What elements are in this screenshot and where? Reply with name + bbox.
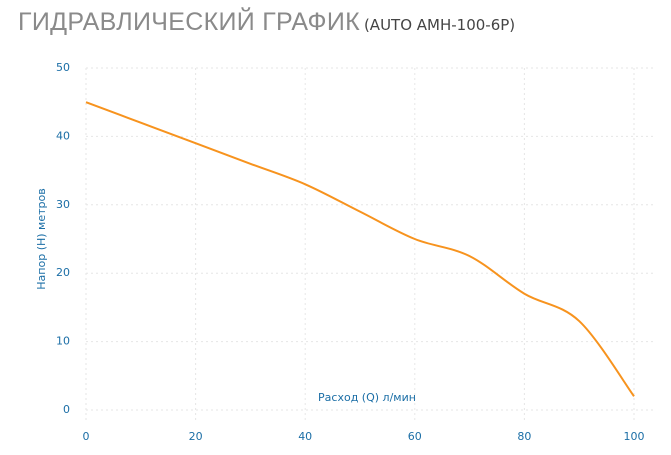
y-tick-label: 0 (63, 403, 70, 416)
y-tick-label: 10 (56, 335, 70, 348)
y-tick-label: 40 (56, 129, 70, 142)
line-series (85, 101, 635, 397)
y-tick-label: 30 (56, 198, 70, 211)
x-axis-label: Расход (Q) л/мин (318, 391, 416, 404)
x-tick-label: 60 (408, 430, 422, 443)
chart-title: ГИДРАВЛИЧЕСКИЙ ГРАФИК (18, 8, 360, 36)
x-tick-label: 80 (517, 430, 531, 443)
title-block: ГИДРАВЛИЧЕСКИЙ ГРАФИК (AUTO AMH-100-6P) (18, 8, 515, 37)
x-tick-label: 20 (189, 430, 203, 443)
y-tick-label: 50 (56, 61, 70, 74)
y-tick-label: 20 (56, 266, 70, 279)
x-tick-label: 100 (624, 430, 645, 443)
x-tick-label: 40 (298, 430, 312, 443)
chart-subtitle: (AUTO AMH-100-6P) (363, 16, 516, 34)
y-axis-label: Напор (H) метров (35, 188, 48, 289)
x-tick-label: 0 (83, 430, 90, 443)
